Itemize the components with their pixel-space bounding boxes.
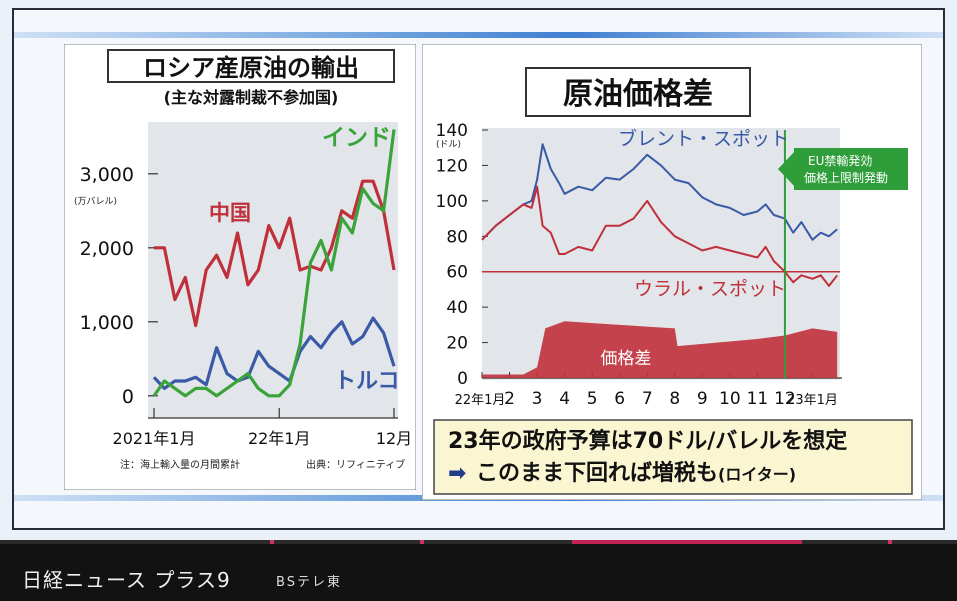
left-y-tick-label: 0 — [122, 386, 134, 408]
svg-text:このまま下回れば増税も(ロイター): このまま下回れば増税も(ロイター) — [476, 460, 796, 486]
right-x-tick-label: 4 — [559, 389, 570, 409]
arrow-right-icon: ➡ — [448, 461, 466, 486]
right-chart-title: 原油価格差 — [563, 77, 713, 112]
right-x-tick-label: 3 — [532, 389, 543, 409]
channel-name: BSテレ東 — [276, 575, 342, 590]
left-y-tick-label: 2,000 — [80, 238, 134, 260]
left-series-line-2 — [152, 316, 396, 390]
right-y-unit-label: (ドル) — [436, 140, 461, 150]
left-x-tick-label: 2021年1月 — [113, 429, 196, 448]
price-gap-area: 価格差 — [482, 321, 838, 378]
right-y-tick-label: 140 — [436, 121, 468, 141]
left-y-tick-label: 1,000 — [80, 312, 134, 334]
right-x-tick-label: 7 — [642, 389, 653, 409]
right-series-line-0 — [481, 143, 838, 241]
top-decorative-stripe — [14, 32, 943, 38]
budget-info-line-1: 23年の政府予算は70ドル/バレルを想定 — [448, 428, 847, 454]
right-series-line-1 — [481, 185, 838, 287]
left-chart-subtitle: (主な対露制裁不参加国) — [164, 88, 339, 107]
russia-oil-export-chart: ロシア産原油の輸出 (主な対露制裁不参加国) 01,0002,0003,000 … — [64, 44, 416, 490]
left-footnote: 注：海上輸入量の月間累計 — [120, 458, 240, 471]
broadcast-board: ロシア産原油の輸出 (主な対露制裁不参加国) 0 1,000 2,000 3,000 … — [0, 0, 957, 540]
right-y-axis: 0 20 40 60 80 100 120 140 — [436, 121, 488, 389]
right-x-tick-label: 11 — [747, 389, 769, 409]
right-y-tick-label: 40 — [446, 298, 468, 318]
right-y-tick-label: 0 — [457, 369, 468, 389]
right-x-tick-label: 23年1月 — [787, 393, 838, 408]
right-x-tick-label: 8 — [669, 389, 680, 409]
left-chart-title: ロシア産原油の輸出 — [143, 54, 359, 82]
right-series-label-brent: ブレント・スポット — [618, 127, 789, 150]
right-series-label-urals: ウラル・スポット — [634, 278, 786, 300]
left-y-tick-label: 3,000 — [80, 164, 134, 186]
right-y-tick-label: 120 — [436, 156, 468, 176]
left-series-line-0 — [152, 129, 396, 398]
right-title-box — [525, 67, 751, 117]
right-x-tick-label: 12 — [774, 389, 796, 409]
left-y-unit-label: (万バレル) — [74, 196, 117, 207]
left-source: 出典：リフィニティブ — [306, 458, 405, 471]
eu-embargo-callout: EU禁輸発効 価格上限制発動 — [778, 148, 908, 190]
right-x-tick-label: 2 — [504, 389, 515, 409]
budget-info-source: (ロイター) — [718, 465, 796, 484]
left-series-label-india: インド — [322, 125, 391, 151]
right-y-tick-label: 80 — [446, 227, 468, 247]
price-gap-label: 価格差 — [600, 349, 651, 369]
left-y-axis: 0 1,000 2,000 3,000 — [80, 164, 158, 408]
budget-info-line-2: このまま下回れば増税も — [476, 460, 718, 486]
callout-line-2: 価格上限制発動 — [804, 170, 888, 185]
callout-line-1: EU禁輸発効 — [808, 153, 872, 168]
right-y-tick-label: 100 — [436, 192, 468, 212]
budget-info-box — [433, 419, 913, 495]
left-series-lines — [152, 129, 396, 398]
left-series-label-china: 中国 — [209, 201, 251, 225]
right-x-tick-label: 5 — [587, 389, 598, 409]
price-gap-area-shape — [482, 321, 838, 378]
left-series-label-turkey: トルコ — [334, 369, 400, 394]
right-y-tick-label: 60 — [446, 263, 468, 283]
right-x-tick-label: 10 — [719, 389, 741, 409]
left-x-tick-label: 22年1月 — [248, 429, 311, 448]
left-x-tick-label: 12月 — [376, 429, 412, 448]
right-x-tick-label: 9 — [697, 389, 708, 409]
right-x-tick-label: 6 — [614, 389, 625, 409]
program-title: 日経ニュース プラス9 — [22, 568, 231, 592]
left-series-line-1 — [154, 179, 396, 328]
program-footer: 日経ニュース プラス9 BSテレ東 — [0, 540, 957, 601]
right-x-tick-label: 22年1月 — [455, 393, 506, 408]
left-title-box — [107, 49, 395, 83]
left-x-axis: 2021年1月 22年1月 12月 — [113, 408, 412, 448]
right-y-tick-label: 20 — [446, 334, 468, 354]
